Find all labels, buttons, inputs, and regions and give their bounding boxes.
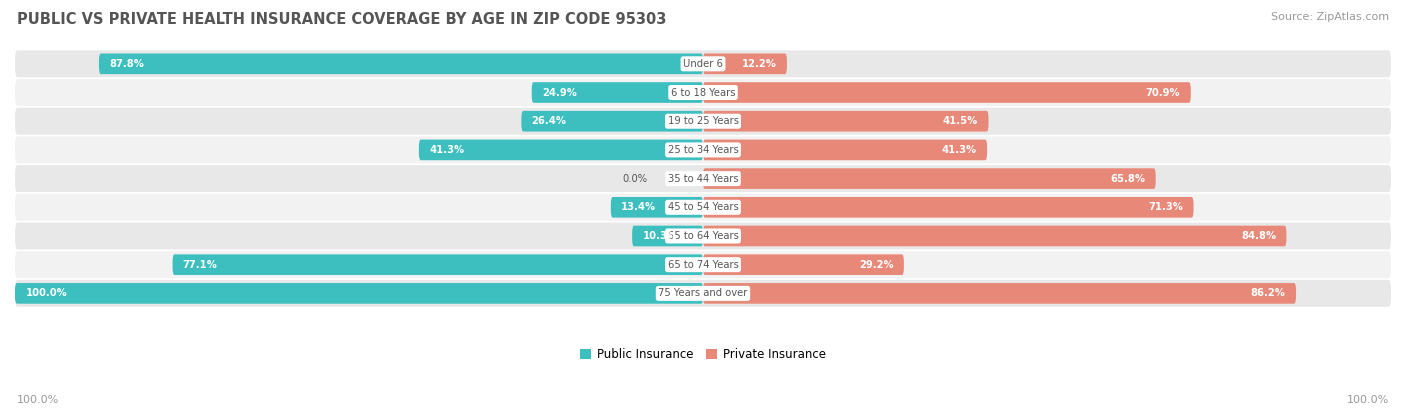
Text: 41.5%: 41.5%: [943, 116, 979, 126]
Text: 65.8%: 65.8%: [1111, 173, 1146, 184]
Text: 55 to 64 Years: 55 to 64 Years: [668, 231, 738, 241]
Text: 10.3%: 10.3%: [643, 231, 678, 241]
Text: Source: ZipAtlas.com: Source: ZipAtlas.com: [1271, 12, 1389, 22]
FancyBboxPatch shape: [15, 165, 1391, 192]
Text: 100.0%: 100.0%: [1347, 395, 1389, 405]
FancyBboxPatch shape: [15, 136, 1391, 164]
FancyBboxPatch shape: [703, 225, 1286, 246]
Text: 71.3%: 71.3%: [1149, 202, 1184, 212]
FancyBboxPatch shape: [15, 223, 1391, 249]
FancyBboxPatch shape: [703, 168, 1156, 189]
FancyBboxPatch shape: [703, 54, 787, 74]
Text: 41.3%: 41.3%: [429, 145, 464, 155]
FancyBboxPatch shape: [531, 82, 703, 103]
Text: 24.9%: 24.9%: [541, 88, 576, 97]
Text: 29.2%: 29.2%: [859, 260, 894, 270]
Text: 84.8%: 84.8%: [1241, 231, 1277, 241]
Text: 25 to 34 Years: 25 to 34 Years: [668, 145, 738, 155]
FancyBboxPatch shape: [15, 283, 703, 304]
FancyBboxPatch shape: [15, 108, 1391, 135]
FancyBboxPatch shape: [419, 140, 703, 160]
Text: 41.3%: 41.3%: [942, 145, 977, 155]
Text: 87.8%: 87.8%: [110, 59, 145, 69]
Text: 0.0%: 0.0%: [623, 173, 648, 184]
Text: PUBLIC VS PRIVATE HEALTH INSURANCE COVERAGE BY AGE IN ZIP CODE 95303: PUBLIC VS PRIVATE HEALTH INSURANCE COVER…: [17, 12, 666, 27]
Text: 19 to 25 Years: 19 to 25 Years: [668, 116, 738, 126]
Text: 86.2%: 86.2%: [1251, 288, 1285, 298]
FancyBboxPatch shape: [703, 254, 904, 275]
Text: 35 to 44 Years: 35 to 44 Years: [668, 173, 738, 184]
FancyBboxPatch shape: [15, 50, 1391, 77]
FancyBboxPatch shape: [633, 225, 703, 246]
Text: 77.1%: 77.1%: [183, 260, 218, 270]
FancyBboxPatch shape: [703, 283, 1296, 304]
Text: 65 to 74 Years: 65 to 74 Years: [668, 260, 738, 270]
FancyBboxPatch shape: [703, 82, 1191, 103]
FancyBboxPatch shape: [703, 140, 987, 160]
Text: 45 to 54 Years: 45 to 54 Years: [668, 202, 738, 212]
FancyBboxPatch shape: [15, 79, 1391, 106]
FancyBboxPatch shape: [15, 251, 1391, 278]
Text: 100.0%: 100.0%: [17, 395, 59, 405]
Text: 12.2%: 12.2%: [742, 59, 776, 69]
Text: 13.4%: 13.4%: [621, 202, 657, 212]
FancyBboxPatch shape: [98, 54, 703, 74]
FancyBboxPatch shape: [15, 280, 1391, 307]
FancyBboxPatch shape: [703, 111, 988, 132]
Text: 70.9%: 70.9%: [1146, 88, 1181, 97]
Text: 100.0%: 100.0%: [25, 288, 67, 298]
Text: 26.4%: 26.4%: [531, 116, 567, 126]
Text: 6 to 18 Years: 6 to 18 Years: [671, 88, 735, 97]
Legend: Public Insurance, Private Insurance: Public Insurance, Private Insurance: [579, 348, 827, 361]
Text: Under 6: Under 6: [683, 59, 723, 69]
FancyBboxPatch shape: [610, 197, 703, 218]
FancyBboxPatch shape: [173, 254, 703, 275]
FancyBboxPatch shape: [703, 197, 1194, 218]
FancyBboxPatch shape: [522, 111, 703, 132]
FancyBboxPatch shape: [15, 194, 1391, 221]
Text: 75 Years and over: 75 Years and over: [658, 288, 748, 298]
